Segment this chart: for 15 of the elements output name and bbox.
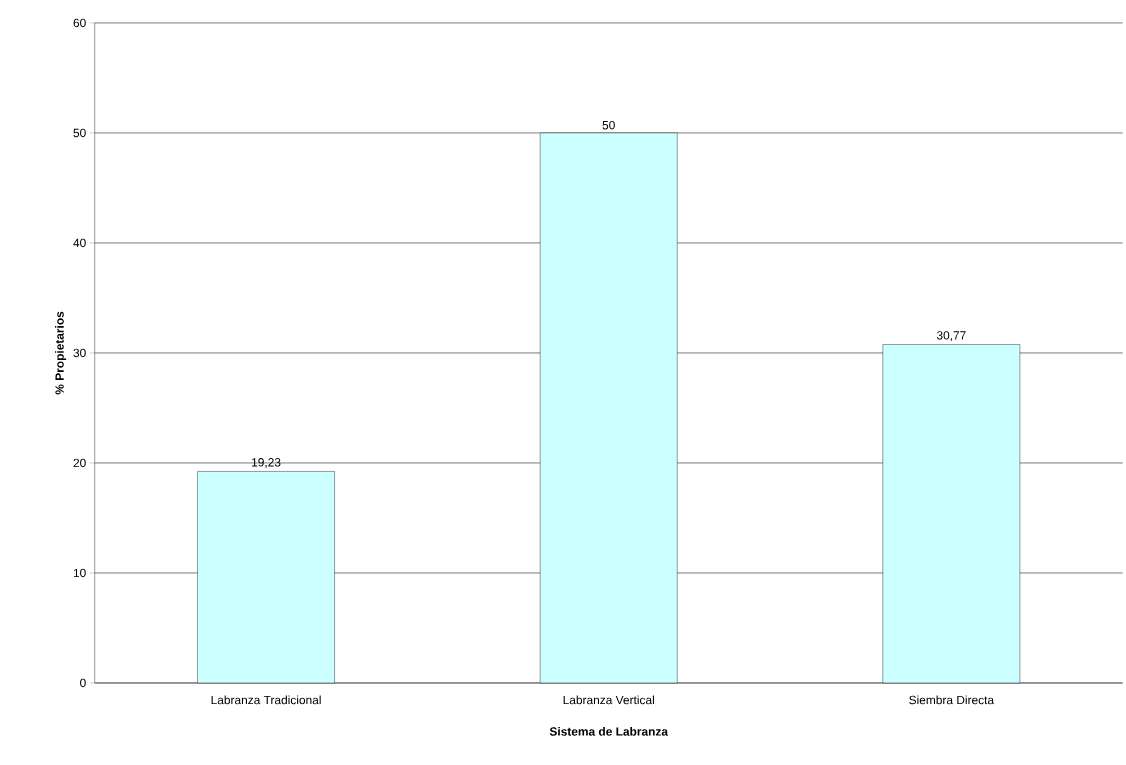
y-tick-label: 0	[80, 678, 86, 688]
data-label: 19,23	[252, 458, 281, 469]
y-tick-label: 10	[73, 568, 86, 578]
y-axis-title: % Propietarios	[55, 311, 67, 395]
y-tick-label: 60	[73, 18, 86, 28]
y-tick-label: 40	[73, 238, 86, 248]
x-axis-title: Sistema de Labranza	[549, 727, 669, 736]
y-tick-label: 30	[73, 348, 86, 358]
y-tick-label: 20	[73, 458, 86, 468]
data-label: 50	[602, 121, 615, 130]
x-tick-label: Siembra Directa	[909, 695, 995, 705]
y-tick-label: 50	[73, 128, 86, 138]
x-tick-label: Labranza Tradicional	[211, 695, 321, 705]
data-label: 30,77	[936, 331, 966, 342]
x-tick-label: Labranza Vertical	[563, 695, 654, 705]
